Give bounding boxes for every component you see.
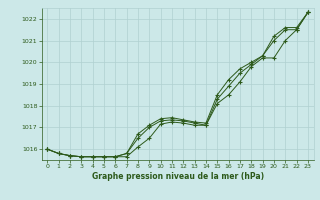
X-axis label: Graphe pression niveau de la mer (hPa): Graphe pression niveau de la mer (hPa) (92, 172, 264, 181)
